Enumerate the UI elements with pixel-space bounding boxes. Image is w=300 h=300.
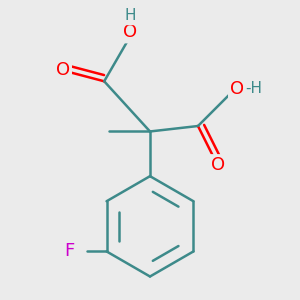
Text: -H: -H — [245, 81, 262, 96]
Text: O: O — [230, 80, 244, 98]
Text: O: O — [56, 61, 70, 80]
Text: F: F — [64, 242, 75, 260]
Text: O: O — [211, 156, 225, 174]
Text: O: O — [123, 23, 137, 41]
Text: H: H — [124, 8, 136, 23]
